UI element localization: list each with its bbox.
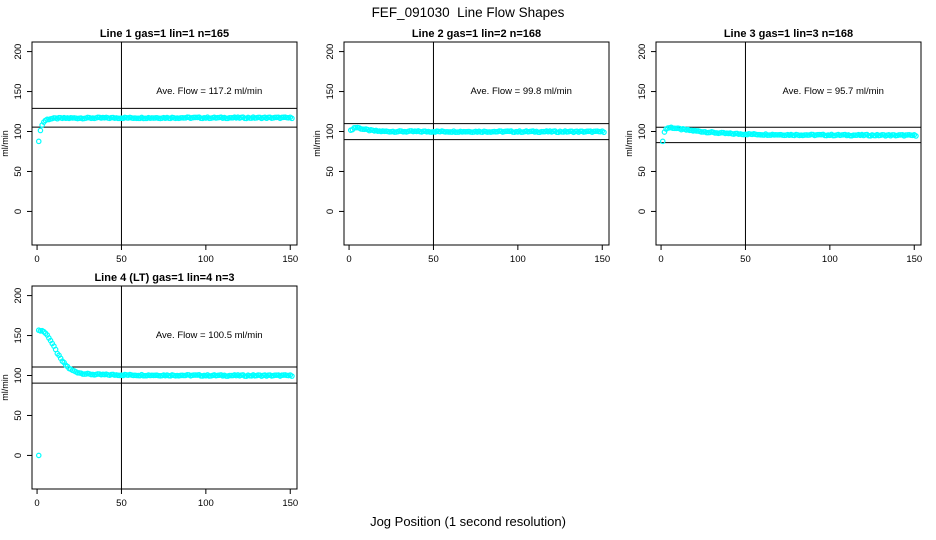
y-tick-label: 0 bbox=[13, 209, 24, 214]
x-axis: 0 50 100 150 bbox=[34, 489, 298, 509]
flow-point bbox=[289, 373, 295, 379]
panel-line-3-chart: Line 3 gas=1 lin=3 n=168 0 50 100 150 0 50 100 1… bbox=[624, 28, 922, 265]
x-tick-label: 150 bbox=[594, 254, 610, 265]
x-tick-label: 0 bbox=[346, 254, 351, 265]
y-axis: 0 50 100 150 200 bbox=[325, 44, 344, 214]
x-tick-label: 0 bbox=[34, 498, 39, 509]
flow-point bbox=[35, 138, 42, 145]
x-tick-label: 150 bbox=[282, 498, 298, 509]
x-axis: 0 50 100 150 bbox=[346, 245, 610, 265]
panel-title: Line 1 gas=1 lin=1 n=165 bbox=[100, 28, 229, 40]
y-axis-label: ml/min bbox=[312, 130, 322, 157]
y-tick-label: 0 bbox=[325, 209, 336, 214]
y-axis-label: ml/min bbox=[0, 130, 10, 157]
ave-flow-label: Ave. Flow = 95.7 ml/min bbox=[782, 86, 883, 97]
y-axis-label: ml/min bbox=[624, 130, 634, 157]
x-tick-label: 50 bbox=[116, 254, 127, 265]
y-tick-label: 100 bbox=[325, 124, 336, 140]
y-tick-label: 100 bbox=[13, 124, 24, 140]
x-tick-label: 100 bbox=[510, 254, 526, 265]
data-points bbox=[35, 327, 295, 459]
panel-title: Line 3 gas=1 lin=3 n=168 bbox=[724, 28, 853, 40]
x-tick-label: 0 bbox=[658, 254, 663, 265]
x-tick-label: 150 bbox=[282, 254, 298, 265]
y-tick-label: 200 bbox=[325, 44, 336, 60]
y-axis-label: ml/min bbox=[0, 374, 10, 401]
ave-flow-label: Ave. Flow = 117.2 ml/min bbox=[156, 86, 262, 97]
x-tick-label: 100 bbox=[198, 498, 214, 509]
y-axis: 0 50 100 150 200 bbox=[637, 44, 656, 214]
ave-flow-label: Ave. Flow = 100.5 ml/min bbox=[156, 330, 263, 341]
y-tick-label: 150 bbox=[13, 84, 24, 100]
flow-outlier-point bbox=[35, 452, 42, 459]
y-tick-label: 150 bbox=[325, 84, 336, 100]
x-axis: 0 50 100 150 bbox=[34, 245, 298, 265]
data-points bbox=[35, 114, 295, 145]
flow-point bbox=[913, 133, 919, 139]
ave-flow-label: Ave. Flow = 99.8 ml/min bbox=[470, 86, 571, 97]
panel-title: Line 4 (LT) gas=1 lin=4 n=3 bbox=[94, 272, 234, 284]
y-tick-label: 200 bbox=[13, 288, 24, 304]
y-tick-label: 200 bbox=[13, 44, 24, 60]
x-tick-label: 100 bbox=[198, 254, 214, 265]
x-axis: 0 50 100 150 bbox=[658, 245, 922, 265]
y-axis: 0 50 100 150 200 bbox=[13, 44, 32, 214]
x-tick-label: 50 bbox=[740, 254, 751, 265]
y-tick-label: 100 bbox=[13, 368, 24, 384]
plot-box bbox=[655, 41, 922, 246]
page-title: FEF_091030 Line Flow Shapes bbox=[371, 5, 565, 20]
data-points bbox=[659, 124, 919, 145]
panel-title: Line 2 gas=1 lin=2 n=168 bbox=[412, 28, 541, 40]
plot-box bbox=[31, 285, 298, 490]
flow-point bbox=[289, 115, 295, 122]
x-axis-title: Jog Position (1 second resolution) bbox=[370, 514, 566, 529]
y-tick-label: 50 bbox=[13, 410, 24, 421]
panel-line-1-chart: Line 1 gas=1 lin=1 n=165 0 50 100 150 0 50 100 1… bbox=[0, 28, 298, 265]
y-tick-label: 100 bbox=[637, 124, 648, 140]
y-tick-label: 50 bbox=[325, 166, 336, 177]
y-tick-label: 50 bbox=[637, 166, 648, 177]
y-tick-label: 50 bbox=[13, 166, 24, 177]
flow-point bbox=[601, 129, 607, 136]
x-tick-label: 0 bbox=[34, 254, 39, 265]
plot-box bbox=[343, 41, 610, 246]
y-tick-label: 200 bbox=[637, 44, 648, 60]
y-tick-label: 0 bbox=[13, 453, 24, 458]
data-points bbox=[347, 124, 607, 136]
y-tick-label: 150 bbox=[13, 328, 24, 344]
y-tick-label: 0 bbox=[637, 209, 648, 214]
x-tick-label: 50 bbox=[428, 254, 439, 265]
x-tick-label: 150 bbox=[906, 254, 922, 265]
flow-point bbox=[659, 138, 666, 145]
y-tick-label: 150 bbox=[637, 84, 648, 100]
x-tick-label: 50 bbox=[116, 498, 127, 509]
y-axis: 0 50 100 150 200 bbox=[13, 288, 32, 458]
panel-line-2-chart: Line 2 gas=1 lin=2 n=168 0 50 100 150 0 50 100 1… bbox=[312, 28, 610, 265]
flow-point bbox=[37, 127, 44, 134]
plot-box bbox=[31, 41, 298, 246]
panel-line-4-chart: Line 4 (LT) gas=1 lin=4 n=3 0 50 100 150 0 50 1… bbox=[0, 272, 298, 509]
x-tick-label: 100 bbox=[822, 254, 838, 265]
